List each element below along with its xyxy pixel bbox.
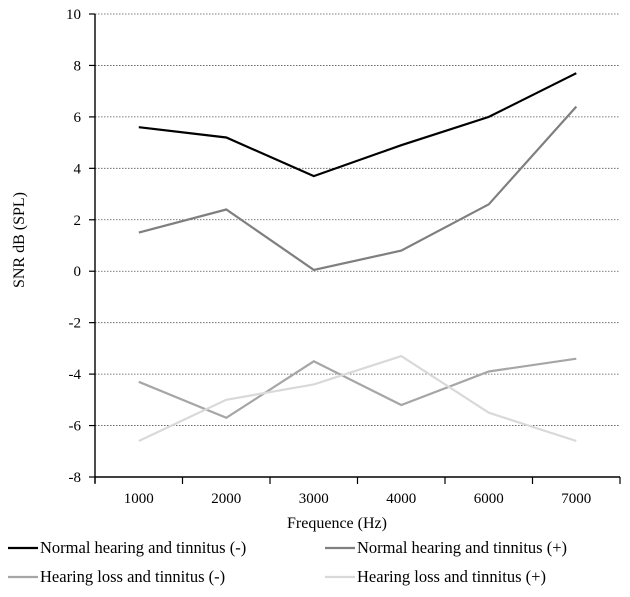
y-tick-label: -4 bbox=[69, 367, 82, 383]
y-tick-label: 2 bbox=[74, 213, 82, 229]
y-tick-label: -8 bbox=[69, 470, 82, 486]
y-tick-label: 8 bbox=[74, 58, 82, 74]
series-line-2 bbox=[138, 105, 578, 272]
legend-label: Normal hearing and tinnitus (-) bbox=[40, 538, 246, 557]
legend-label: Hearing loss and tinnitus (-) bbox=[40, 567, 225, 586]
x-tick-label: 4000 bbox=[386, 491, 416, 507]
y-tick-label: 0 bbox=[74, 264, 82, 280]
series-lines bbox=[138, 72, 578, 443]
legend-label: Hearing loss and tinnitus (+) bbox=[357, 567, 546, 586]
y-tick-label: 4 bbox=[74, 161, 82, 177]
series-line-1 bbox=[138, 72, 577, 178]
x-axis-label: Frequence (Hz) bbox=[287, 515, 387, 532]
x-tick-label: 7000 bbox=[561, 491, 591, 507]
axes bbox=[89, 13, 621, 484]
x-tick-labels: 1000 2000 3000 4000 6000 7000 bbox=[124, 491, 592, 507]
x-tick-label: 1000 bbox=[124, 491, 154, 507]
y-tick-label: 10 bbox=[66, 7, 81, 23]
y-tick-labels: 10 8 6 4 2 0 -2 -4 -6 -8 bbox=[66, 7, 82, 486]
y-tick-label: -6 bbox=[69, 419, 82, 435]
x-tick-label: 6000 bbox=[474, 491, 504, 507]
y-tick-label: -2 bbox=[69, 316, 82, 332]
y-tick-label: 6 bbox=[74, 110, 82, 126]
y-axis-label: SNR dB (SPL) bbox=[11, 192, 28, 288]
legend: Normal hearing and tinnitus (-) Normal he… bbox=[8, 538, 567, 586]
series-line-3 bbox=[138, 357, 577, 420]
x-tick-label: 3000 bbox=[299, 491, 329, 507]
series-line-4 bbox=[138, 354, 577, 443]
gridlines bbox=[95, 13, 620, 426]
x-tick-label: 2000 bbox=[211, 491, 241, 507]
legend-label: Normal hearing and tinnitus (+) bbox=[357, 538, 567, 557]
